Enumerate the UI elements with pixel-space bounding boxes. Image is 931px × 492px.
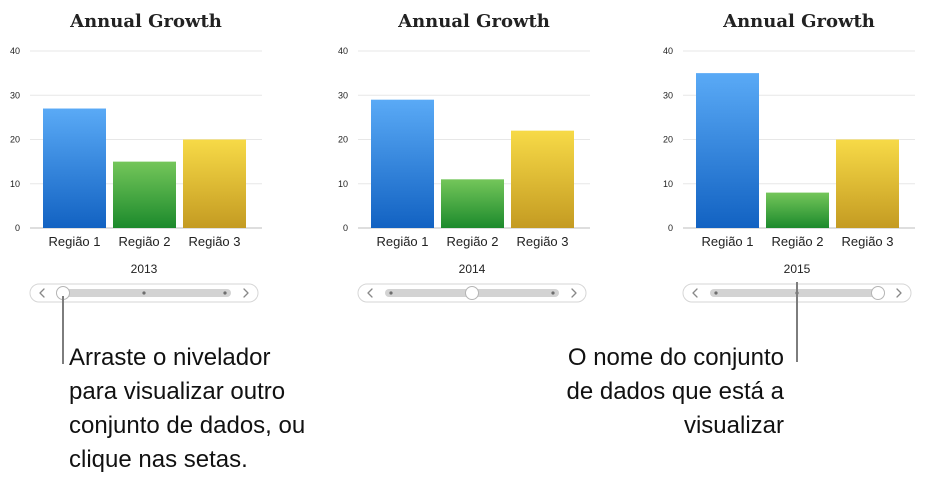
slider-knob[interactable] [871, 286, 885, 300]
dataset-callout-line [796, 282, 798, 362]
slider-callout-text: Arraste o nivelador para visualizar outr… [69, 344, 306, 473]
chart-panel-2013: Annual Growth 0 10 20 30 40 Região 1 Região 2 Re… [0, 0, 300, 310]
y-tick-label: 20 [10, 135, 20, 145]
dataset-callout-text: O nome do conjunto de dados que está a v… [566, 344, 784, 439]
category-label: Região 1 [48, 234, 100, 249]
bar-região-3 [511, 130, 574, 228]
bar-região-2 [766, 192, 829, 228]
bar-chart: Annual Growth 0 10 20 30 40 Região 1 Região 2 Re… [338, 11, 590, 303]
y-tick-label: 40 [663, 46, 673, 56]
category-label: Região 1 [701, 234, 753, 249]
y-tick-label: 30 [663, 90, 673, 100]
chart-panel-2014: Annual Growth 0 10 20 30 40 Região 1 Região 2 Re… [328, 0, 628, 310]
y-tick-label: 10 [338, 179, 348, 189]
slider-callout-line [62, 296, 64, 364]
dataset-name-label: 2014 [459, 262, 486, 276]
category-label: Região 3 [841, 234, 893, 249]
previous-arrow-icon[interactable] [692, 288, 698, 298]
dataset-name-label: 2013 [131, 262, 158, 276]
next-arrow-icon[interactable] [571, 288, 577, 298]
category-label: Região 3 [188, 234, 240, 249]
y-tick-label: 30 [10, 90, 20, 100]
slider-step-dot [142, 291, 146, 295]
y-tick-label: 20 [663, 135, 673, 145]
next-arrow-icon[interactable] [243, 288, 249, 298]
y-tick-label: 40 [10, 46, 20, 56]
bar-região-3 [183, 139, 246, 228]
y-tick-label: 40 [338, 46, 348, 56]
bar-chart: Annual Growth 0 10 20 30 40 Região 1 Região 2 Re… [10, 11, 262, 303]
y-tick-label: 10 [10, 179, 20, 189]
slider-step-dot [389, 291, 393, 295]
category-label: Região 2 [771, 234, 823, 249]
y-tick-label: 20 [338, 135, 348, 145]
chart-title: Annual Growth [722, 11, 875, 32]
category-label: Região 1 [376, 234, 428, 249]
bar-região-1 [43, 108, 106, 228]
slider-step-dot [223, 291, 227, 295]
category-label: Região 3 [516, 234, 568, 249]
category-label: Região 2 [118, 234, 170, 249]
category-label: Região 2 [446, 234, 498, 249]
previous-arrow-icon[interactable] [367, 288, 373, 298]
dataset-name-label: 2015 [784, 262, 811, 276]
bar-região-1 [696, 73, 759, 228]
next-arrow-icon[interactable] [896, 288, 902, 298]
bar-região-3 [836, 139, 899, 228]
previous-arrow-icon[interactable] [39, 288, 45, 298]
slider-step-dot [714, 291, 718, 295]
y-tick-label: 0 [668, 223, 673, 233]
slider-step-dot [551, 291, 555, 295]
bar-chart: Annual Growth 0 10 20 30 40 Região 1 Região 2 Re… [663, 11, 915, 303]
chart-panel-2015: Annual Growth 0 10 20 30 40 Região 1 Região 2 Re… [653, 0, 931, 310]
y-tick-label: 10 [663, 179, 673, 189]
slider-knob[interactable] [465, 286, 479, 300]
y-tick-label: 0 [15, 223, 20, 233]
chart-title: Annual Growth [397, 11, 550, 32]
y-tick-label: 30 [338, 90, 348, 100]
chart-title: Annual Growth [69, 11, 222, 32]
bar-região-2 [441, 179, 504, 228]
bar-região-2 [113, 161, 176, 228]
y-tick-label: 0 [343, 223, 348, 233]
bar-região-1 [371, 99, 434, 228]
